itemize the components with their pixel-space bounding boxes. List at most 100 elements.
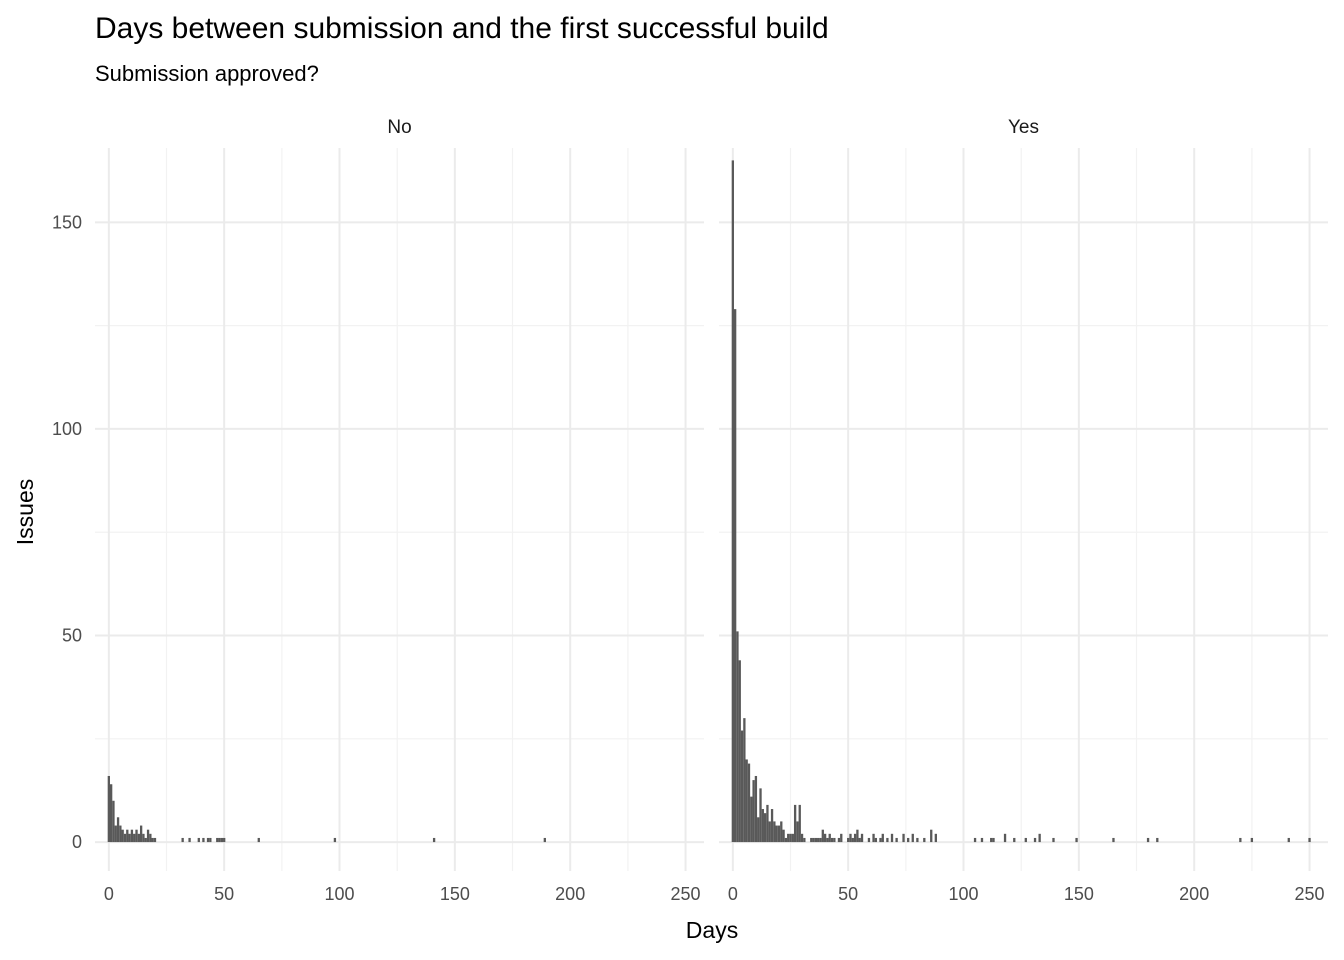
histogram-bar — [860, 833, 864, 843]
histogram-bar — [817, 837, 820, 843]
histogram-bar — [543, 837, 546, 843]
histogram-bar — [886, 837, 889, 843]
histogram-bar — [858, 837, 861, 843]
histogram-bar — [731, 160, 734, 843]
histogram-bar — [992, 837, 995, 843]
histogram-bar — [139, 825, 143, 843]
histogram-bar — [223, 837, 226, 843]
histogram-bar — [743, 718, 746, 843]
histogram-bar — [800, 833, 804, 843]
histogram-bar — [153, 837, 157, 843]
histogram-bar — [796, 821, 799, 843]
histogram-bar — [849, 833, 852, 843]
histogram-bar — [149, 833, 152, 843]
histogram-bar — [257, 837, 260, 843]
histogram-bar — [803, 837, 806, 843]
histogram-bar — [142, 833, 145, 843]
histogram-bar — [828, 833, 831, 843]
histogram-bar — [216, 837, 219, 843]
histogram-bar — [745, 759, 748, 843]
y-tick-label: 150 — [52, 212, 82, 232]
x-tick-label: 50 — [214, 884, 234, 904]
histogram-bar — [761, 809, 764, 843]
x-tick-label: 100 — [324, 884, 354, 904]
histogram-bar — [793, 804, 797, 843]
histogram-bar — [874, 837, 878, 843]
histogram-bar — [1024, 837, 1027, 843]
histogram-bar — [768, 821, 771, 843]
histogram-bar — [738, 660, 741, 843]
x-tick-label: 150 — [440, 884, 470, 904]
histogram-bar — [814, 837, 818, 843]
histogram-bar — [1156, 837, 1159, 843]
histogram-bar — [867, 837, 871, 843]
histogram-bar — [1052, 837, 1055, 843]
histogram-bar — [107, 775, 110, 843]
histogram-bar — [740, 730, 744, 843]
histogram-bar — [789, 833, 792, 843]
histogram-bar — [895, 837, 898, 843]
histogram-bar — [780, 821, 783, 843]
histogram-bar — [782, 829, 785, 843]
histogram-bar — [826, 837, 829, 843]
x-tick-label: 200 — [1179, 884, 1209, 904]
histogram-bar — [819, 837, 822, 843]
x-axis-title: Days — [686, 917, 738, 943]
histogram-bar — [112, 800, 115, 843]
histogram-bar — [121, 829, 124, 843]
histogram-bar — [784, 837, 788, 843]
histogram-bar — [890, 833, 894, 843]
histogram-bar — [879, 837, 882, 843]
histogram-bar — [754, 775, 758, 843]
histogram-bar — [1003, 833, 1007, 843]
histogram-bar — [750, 796, 753, 843]
histogram-bar — [1033, 837, 1037, 843]
histogram-bar — [188, 837, 191, 843]
histogram-bar — [1308, 837, 1311, 843]
x-tick-label: 200 — [555, 884, 585, 904]
histogram-bar — [770, 809, 774, 843]
histogram-bar — [840, 833, 843, 843]
histogram-bar — [1250, 837, 1254, 843]
histogram-bar — [763, 813, 767, 843]
x-tick-label: 50 — [838, 884, 858, 904]
histogram-bar — [1013, 837, 1016, 843]
histogram-bar — [830, 837, 834, 843]
histogram-bar — [1038, 833, 1041, 843]
histogram-bar — [823, 833, 827, 843]
histogram-bar — [798, 804, 801, 843]
histogram-bar — [923, 837, 926, 843]
x-tick-label: 0 — [104, 884, 114, 904]
histogram-bar — [847, 837, 850, 843]
x-tick-label: 100 — [948, 884, 978, 904]
panel-no: No 0 50 100 150 200 250 0 50 100 150 — [52, 117, 704, 904]
histogram-bar — [197, 837, 200, 843]
y-tick-label: 50 — [62, 626, 82, 646]
histogram-bar — [757, 817, 760, 843]
histogram-bar — [151, 837, 154, 843]
histogram-bar — [752, 780, 755, 843]
panels-layer: No 0 50 100 150 200 250 0 50 100 150 Yes 0 50 100 150 20… — [52, 117, 1328, 904]
histogram-bar — [747, 763, 751, 843]
histogram-bar — [119, 825, 122, 843]
panel-strip-label: Yes — [1008, 117, 1039, 138]
histogram-bar — [907, 837, 910, 843]
x-tick-label: 150 — [1064, 884, 1094, 904]
histogram-bar — [980, 837, 984, 843]
histogram-bar — [777, 825, 781, 843]
histogram-bar — [128, 833, 131, 843]
panel-strip-label: No — [387, 117, 411, 138]
histogram-bar — [1287, 837, 1290, 843]
histogram-bar — [432, 837, 436, 843]
histogram-bar — [872, 833, 875, 843]
histogram-bar — [930, 829, 933, 843]
histogram-bar — [144, 837, 147, 843]
histogram-bar — [821, 829, 824, 843]
histogram-bar — [1075, 837, 1078, 843]
histogram-bar — [881, 833, 884, 843]
histogram-bar — [810, 837, 813, 843]
histogram-bar — [733, 309, 737, 843]
histogram-bar — [990, 837, 993, 843]
histogram-bar — [911, 833, 914, 843]
